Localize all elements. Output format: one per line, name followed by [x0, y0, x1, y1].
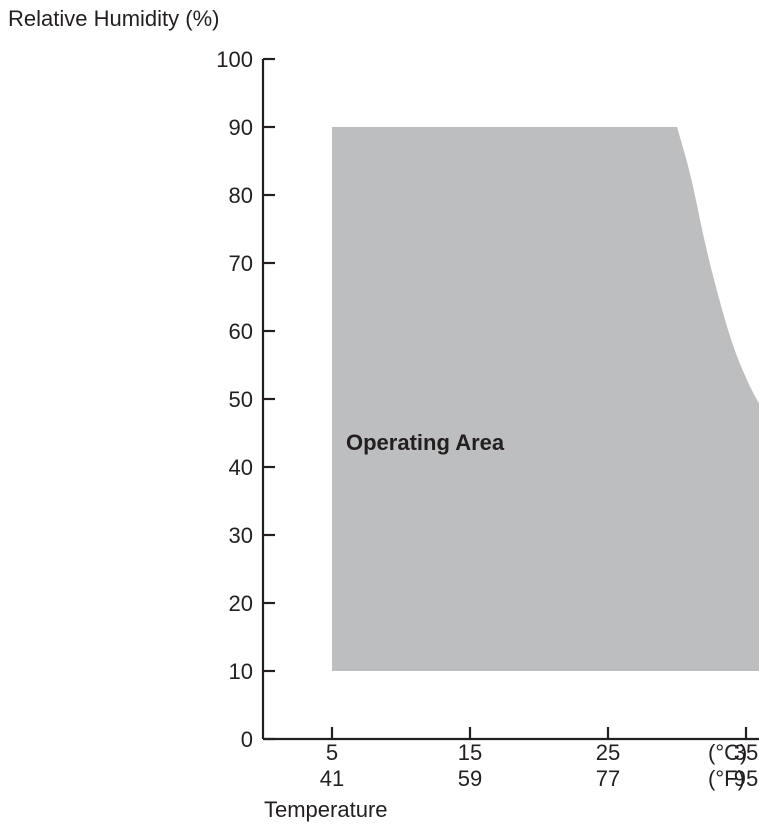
y-tick-label: 40	[229, 455, 253, 480]
y-tick-label: 0	[241, 727, 253, 752]
y-tick-label: 90	[229, 115, 253, 140]
y-tick-label: 80	[229, 183, 253, 208]
y-tick-label: 30	[229, 523, 253, 548]
y-tick-label: 50	[229, 387, 253, 412]
x-unit-fahrenheit: (°F)	[708, 766, 745, 791]
x-tick-label-celsius: 25	[596, 740, 620, 765]
y-tick-label: 10	[229, 659, 253, 684]
x-tick-label-celsius: 15	[458, 740, 482, 765]
x-tick-label-celsius: 35	[734, 740, 758, 765]
x-tick-label-fahrenheit: 95	[734, 766, 758, 791]
y-tick-label: 100	[216, 47, 253, 72]
plot-area: Operating Area 0 10 20 30 40 50 60 70 80 90 100 541 1…	[216, 47, 759, 791]
operating-area-region	[332, 127, 759, 671]
y-tick-label: 60	[229, 319, 253, 344]
x-tick-label-fahrenheit: 77	[596, 766, 620, 791]
x-tick-label-fahrenheit: 59	[458, 766, 482, 791]
y-tick-label: 70	[229, 251, 253, 276]
y-axis-label: Relative Humidity (%)	[8, 6, 220, 31]
y-tick-label: 20	[229, 591, 253, 616]
x-tick-label-fahrenheit: 41	[320, 766, 344, 791]
operating-area-label: Operating Area	[346, 430, 505, 455]
x-unit-celsius: (°C)	[708, 740, 747, 765]
x-tick-label-celsius: 5	[326, 740, 338, 765]
x-axis-label: Temperature	[264, 797, 388, 822]
